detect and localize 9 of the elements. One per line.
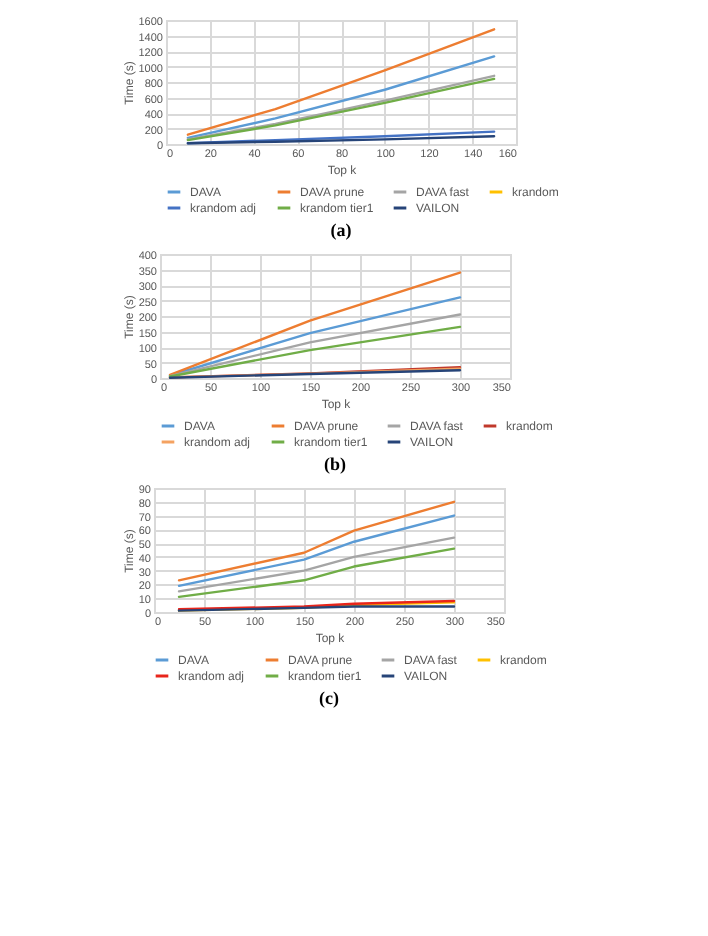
line-series [177, 500, 456, 582]
text: (a) [330, 220, 352, 240]
line-series [177, 514, 456, 588]
line-series [186, 28, 496, 136]
text: (b) [324, 454, 346, 474]
text: (c) [319, 688, 339, 708]
line-series [186, 55, 496, 139]
line-series [177, 536, 456, 593]
line-series [177, 547, 456, 599]
